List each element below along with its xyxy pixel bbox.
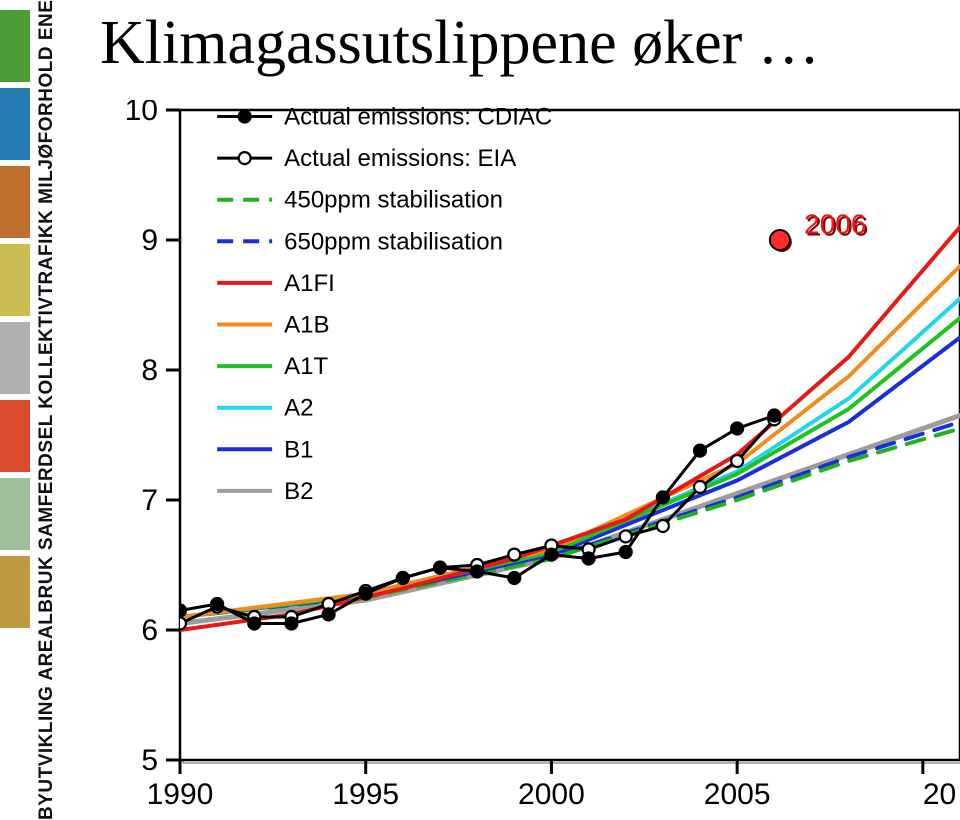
sidebar-vertical-text: BYUTVIKLING AREALBRUK SAMFERDSEL KOLLEKT…	[36, 0, 58, 820]
svg-text:9: 9	[141, 224, 158, 257]
svg-text:1995: 1995	[332, 778, 399, 810]
svg-text:10: 10	[125, 100, 158, 127]
sidebar-bar	[0, 322, 30, 394]
sidebar-bar	[0, 166, 30, 238]
svg-text:Actual emissions: EIA: Actual emissions: EIA	[284, 145, 516, 172]
svg-text:5: 5	[141, 744, 158, 777]
page-title: Klimagassutslippene øker …	[100, 8, 820, 79]
svg-text:7: 7	[141, 484, 158, 517]
svg-text:A1FI: A1FI	[284, 270, 335, 297]
sidebar-bar	[0, 244, 30, 316]
svg-text:2000: 2000	[518, 778, 585, 810]
svg-text:B2: B2	[284, 478, 313, 505]
sidebar-bar	[0, 556, 30, 628]
svg-text:450ppm stabilisation: 450ppm stabilisation	[284, 187, 503, 214]
sidebar-bar	[0, 88, 30, 160]
sidebar: BYUTVIKLING AREALBRUK SAMFERDSEL KOLLEKT…	[0, 0, 66, 820]
svg-text:A1T: A1T	[284, 353, 328, 380]
sidebar-bar	[0, 478, 30, 550]
svg-text:650ppm stabilisation: 650ppm stabilisation	[284, 228, 503, 255]
sidebar-bar	[0, 400, 30, 472]
emissions-chart: 567891019901995200020052020062006Actual …	[100, 100, 960, 810]
svg-text:1990: 1990	[147, 778, 214, 810]
svg-text:20: 20	[923, 778, 956, 810]
svg-text:A1B: A1B	[284, 312, 329, 339]
svg-text:2005: 2005	[704, 778, 771, 810]
svg-text:6: 6	[141, 614, 158, 647]
svg-text:Actual emissions: CDIAC: Actual emissions: CDIAC	[284, 104, 552, 131]
sidebar-bar	[0, 10, 30, 82]
svg-text:B1: B1	[284, 436, 313, 463]
svg-text:2006: 2006	[804, 209, 866, 240]
svg-text:8: 8	[141, 354, 158, 387]
svg-text:A2: A2	[284, 395, 313, 422]
